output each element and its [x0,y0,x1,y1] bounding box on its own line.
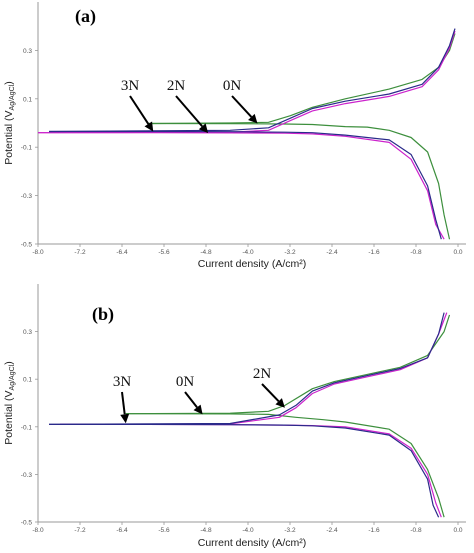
x-tick-label: -6.4 [116,527,128,534]
x-tick-label: -7.2 [74,527,86,534]
y-tick-label: 0.1 [23,96,32,103]
y-axis-label-close: ) [3,361,15,365]
series-2n-anodic-line [37,30,456,134]
annotation-0n-label: 0N [223,78,242,94]
panel-b: -8.0 -7.2 -6.4 -5.6 -4.8 -4.0 -3.2 -2.4 -1.6 -0.8… [3,284,466,549]
x-tick-label: -3.2 [284,249,296,256]
annotation-0n-arrow [231,95,253,118]
series-0n-cathodic-line [147,122,451,240]
x-tick-label: -0.8 [410,527,422,534]
x-axis-label: Current density (A/cm²) [198,537,307,549]
annotation-2n-arrowhead [198,123,209,134]
x-tick-label: -2.4 [326,527,338,534]
annotation-0n-arrowhead [248,113,258,124]
y-tick-label: -0.1 [21,424,33,431]
x-tick-label: -5.6 [158,249,170,256]
annotation-0n-arrowhead [193,404,203,415]
x-tick-label: -4.0 [242,249,254,256]
annotation-2n-arrow [261,383,280,402]
x-tick-label: -6.4 [116,249,128,256]
y-axis-label-close: ) [3,81,15,85]
y-axis-label: Potential (VAg/AgCl) [3,81,16,164]
x-tick-label: -1.6 [368,527,380,534]
y-tick-label: -0.3 [21,472,33,479]
x-tick-label: 0.0 [453,249,462,256]
annotation-3n-arrow [121,391,126,415]
series-0n-cathodic-line [125,413,445,518]
annotation-0n-label: 0N [176,374,195,390]
y-tick-label: -0.5 [21,242,33,249]
x-tick-label: -4.8 [200,249,212,256]
y-axis-label-subscript: Ag/AgCl [9,84,16,110]
y-tick-label: -0.5 [21,520,33,527]
x-tick-label: -2.4 [326,249,338,256]
y-tick-label: 0.3 [23,48,32,55]
y-tick-label: 0.3 [23,329,32,336]
series-2n-cathodic-line [38,132,445,240]
series-3n-anodic-line [48,312,445,425]
x-tick-label: -1.6 [368,249,380,256]
y-axis-label-main: Potential (V [3,110,15,164]
annotation-2n-label: 2N [167,78,186,94]
panel-a: -8.0 -7.2 -6.4 -5.6 -4.8 -4.0 -3.2 -2.4 -1.6 -0.8… [3,2,466,270]
series-3n-cathodic-line [49,130,442,240]
y-tick-label: -0.1 [21,145,33,152]
annotation-3n-label: 3N [121,78,140,94]
x-tick-label: -8.0 [32,249,44,256]
series-2n-cathodic-line [59,423,442,518]
y-tick-label: -0.3 [21,193,33,200]
annotation-3n-arrowhead [144,121,154,132]
x-tick-label: -8.0 [32,527,44,534]
x-tick-label: -4.0 [242,527,254,534]
x-tick-label: -3.2 [284,527,296,534]
x-tick-label: -0.8 [410,249,422,256]
annotation-3n-arrowhead [120,413,130,424]
panel-label: (b) [92,304,114,325]
annotation-3n-label: 3N [113,374,132,390]
y-axis-label-subscript: Ag/AgCl [9,364,16,390]
series-0n-anodic-line [125,314,451,415]
series-3n-cathodic-line [49,423,440,518]
x-tick-label: 0.0 [453,527,462,534]
x-axis-label: Current density (A/cm²) [198,258,307,270]
y-axis-label-main: Potential (V [3,390,15,444]
panel-label: (a) [75,6,96,27]
y-tick-label: 0.1 [23,377,32,384]
annotation-2n-arrow [175,95,203,128]
x-tick-label: -4.8 [200,527,212,534]
series-0n-anodic-line [147,33,456,125]
annotation-2n-label: 2N [253,366,272,382]
annotation-2n-arrowhead [275,398,285,408]
annotation-0n-arrow [184,391,198,408]
x-tick-label: -5.6 [158,527,170,534]
annotation-3n-arrow [129,95,150,125]
x-tick-label: -7.2 [74,249,86,256]
y-axis-label: Potential (VAg/AgCl) [3,361,16,444]
series-3n-anodic-line [48,28,456,133]
